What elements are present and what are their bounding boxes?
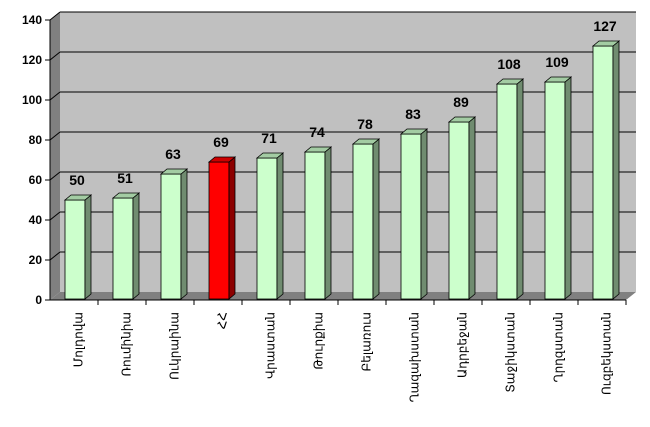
gridline-side <box>49 11 61 21</box>
bar-side <box>132 192 140 300</box>
y-tick-label: 80 <box>29 133 43 147</box>
bar-side <box>564 76 572 300</box>
bar-front <box>544 81 566 300</box>
y-tick-label: 120 <box>22 53 42 67</box>
floor <box>50 292 636 300</box>
data-label: 83 <box>405 106 421 122</box>
bar-side <box>180 168 188 300</box>
data-label: 51 <box>117 170 133 186</box>
y-axis: 0 20 40 60 80 100 120 140 <box>22 13 51 307</box>
data-label: 127 <box>593 18 617 34</box>
bar-top <box>159 168 189 175</box>
bar <box>543 76 573 300</box>
data-labels: 50 51 63 69 71 74 78 83 89 108 109 127 <box>69 18 617 188</box>
back-wall <box>60 12 636 292</box>
bar-top <box>63 194 93 201</box>
x-tick-label: ՀՀ <box>216 312 230 329</box>
bar-front <box>64 199 86 300</box>
bar-front <box>448 121 470 300</box>
bar-top <box>495 78 525 85</box>
bars <box>63 40 621 300</box>
bar-top <box>303 146 333 153</box>
bar <box>63 194 93 300</box>
data-label: 108 <box>497 56 521 72</box>
y-tick-label: 40 <box>29 213 43 227</box>
bar-front <box>400 133 422 300</box>
bar-top <box>255 152 285 159</box>
bar <box>495 78 525 300</box>
bar-top <box>447 116 477 123</box>
bar-side <box>516 78 524 300</box>
bar-top <box>543 76 573 83</box>
bar-top <box>399 128 429 135</box>
gridline-side <box>49 91 61 101</box>
gridline-side <box>49 171 61 181</box>
bar <box>447 116 477 300</box>
x-tick-label: Վրաստան <box>264 312 278 379</box>
bar <box>159 168 189 300</box>
bar <box>255 152 285 300</box>
bar-side <box>420 128 428 300</box>
x-axis: Մոլդովա Ռումինիա Ուկրաինա ՀՀ Վրաստան Թուրքիա Բ… <box>50 299 627 402</box>
bar <box>351 138 381 300</box>
data-label: 109 <box>545 54 569 70</box>
bar-top <box>207 156 237 163</box>
data-label: 89 <box>453 94 469 110</box>
x-tick-label: Ուկրաինա <box>168 312 182 380</box>
bar-side <box>468 116 476 300</box>
bar-side <box>612 40 620 300</box>
bar-front <box>160 173 182 300</box>
gridlines <box>49 11 636 261</box>
bar-front <box>592 45 614 300</box>
data-label: 69 <box>213 134 229 150</box>
bar-front <box>496 83 518 300</box>
x-tick-label: Տաջիկստան <box>504 312 518 393</box>
bar-front <box>352 143 374 300</box>
bar-side <box>324 146 332 300</box>
x-tick-label: Թուրքիա <box>312 312 326 370</box>
side-wall <box>50 12 60 300</box>
bar-front <box>208 161 230 300</box>
bar <box>399 128 429 300</box>
y-tick-label: 20 <box>29 253 43 267</box>
gridline-side <box>49 51 61 61</box>
bar-front <box>304 151 326 300</box>
bar-side <box>228 156 236 300</box>
bar-top <box>111 192 141 199</box>
data-label: 71 <box>261 130 277 146</box>
bar-side <box>372 138 380 300</box>
x-tick-label: Բելառուս <box>360 312 374 372</box>
data-label: 50 <box>69 172 85 188</box>
bar-side <box>84 194 92 300</box>
bar-front <box>256 157 278 300</box>
y-tick-label: 60 <box>29 173 43 187</box>
y-tick-label: 140 <box>22 13 42 27</box>
data-label: 74 <box>309 124 325 140</box>
plot-area <box>50 12 636 300</box>
bar-side <box>276 152 284 300</box>
bar <box>303 146 333 300</box>
bar <box>207 156 237 300</box>
bar <box>111 192 141 300</box>
x-tick-label: Ղրղզստան <box>552 312 566 382</box>
x-tick-label: Ադրբեջան <box>456 312 470 378</box>
y-tick-label: 100 <box>22 93 42 107</box>
x-tick-label: Ռումինիա <box>120 312 134 376</box>
bar-top <box>351 138 381 145</box>
gridline-side <box>49 211 61 221</box>
data-label: 78 <box>357 116 373 132</box>
bar-front <box>112 197 134 300</box>
data-label: 63 <box>165 146 181 162</box>
gridline-side <box>49 131 61 141</box>
y-tick-label: 0 <box>35 293 42 307</box>
gridline-side <box>49 251 61 261</box>
x-tick-label: Ղազախստան <box>408 312 422 402</box>
x-tick-label: Ուզբեկստան <box>600 312 614 395</box>
x-tick-label: Մոլդովա <box>72 312 86 367</box>
bar-top <box>591 40 621 47</box>
bar <box>591 40 621 300</box>
